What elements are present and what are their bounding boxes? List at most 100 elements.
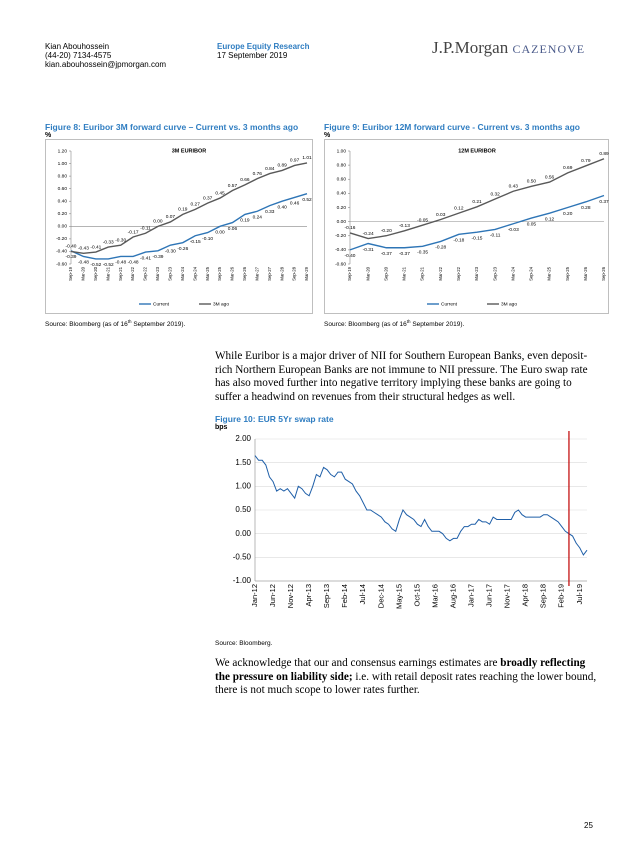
x-tick-label: Sep-28 bbox=[292, 266, 297, 280]
x-tick-label: Sep-24 bbox=[192, 266, 197, 280]
data-label: -0.41 bbox=[90, 244, 101, 250]
data-label: -0.11 bbox=[140, 226, 151, 232]
series-line bbox=[70, 193, 308, 260]
figure-10: Figure 10: EUR 5Yr swap rate bps -1.00 -0… bbox=[215, 414, 600, 647]
data-label: 0.37 bbox=[599, 199, 609, 205]
y-tick-label: 0.60 bbox=[58, 186, 68, 192]
x-tick-label: Dec-14 bbox=[376, 584, 385, 608]
y-axis-label: bps bbox=[215, 424, 228, 431]
x-tick-label: Nov-17 bbox=[503, 584, 512, 608]
data-label: 0.89 bbox=[599, 151, 609, 157]
data-label: -0.16 bbox=[345, 225, 356, 231]
x-tick-label: Mar-20 bbox=[81, 266, 86, 280]
data-label: 0.50 bbox=[527, 179, 537, 185]
data-label: -0.03 bbox=[508, 227, 519, 233]
x-tick-label: Sep-24 bbox=[529, 266, 534, 280]
data-label: -0.37 bbox=[381, 251, 392, 257]
data-label: 0.79 bbox=[581, 158, 591, 164]
data-label: 0.20 bbox=[563, 211, 573, 217]
x-tick-label: Sep-26 bbox=[601, 266, 606, 280]
x-tick-label: Nov-12 bbox=[286, 584, 295, 608]
data-label: 0.28 bbox=[581, 205, 591, 211]
x-tick-label: Mar-25 bbox=[205, 266, 210, 280]
data-label: -0.28 bbox=[435, 245, 446, 251]
data-label: 0.37 bbox=[203, 195, 213, 201]
x-tick-label: Sep-13 bbox=[322, 584, 331, 608]
x-tick-label: Mar-22 bbox=[130, 266, 135, 280]
x-tick-label: Apr-13 bbox=[304, 584, 313, 607]
x-tick-label: Mar-28 bbox=[279, 266, 284, 280]
x-tick-label: Sep-21 bbox=[420, 266, 425, 280]
data-label: -0.26 bbox=[177, 246, 188, 252]
data-label: 0.19 bbox=[240, 218, 250, 224]
x-tick-label: Sep-19 bbox=[347, 266, 352, 280]
source-text: Source: Bloomberg (as of 16 bbox=[45, 321, 128, 329]
source: Source: Bloomberg. bbox=[215, 640, 600, 647]
y-tick-label: 0.00 bbox=[337, 219, 347, 225]
y-tick-label: 1.50 bbox=[235, 458, 251, 467]
data-label: -0.30 bbox=[165, 248, 176, 254]
data-label: 0.05 bbox=[527, 221, 537, 227]
data-label: -0.18 bbox=[453, 238, 464, 244]
data-label: -0.52 bbox=[103, 262, 114, 268]
data-label: 0.84 bbox=[265, 166, 275, 172]
data-label: 0.89 bbox=[277, 163, 287, 169]
legend-label: 3M ago bbox=[213, 301, 229, 307]
x-tick-label: Sep-25 bbox=[217, 266, 222, 280]
y-tick-label: -0.40 bbox=[335, 247, 346, 253]
y-tick-label: -1.00 bbox=[233, 576, 252, 585]
x-tick-label: Mar-20 bbox=[365, 266, 370, 280]
author-block: Kian Abouhossein (44-20) 7134-4575 kian.… bbox=[45, 42, 166, 69]
author: Kian Abouhossein bbox=[45, 42, 110, 51]
data-label: 0.33 bbox=[265, 209, 275, 215]
x-tick-label: Sep-25 bbox=[565, 266, 570, 280]
data-label: -0.17 bbox=[128, 229, 139, 235]
x-tick-label: Mar-29 bbox=[304, 266, 309, 280]
figure-9: Figure 9: Euribor 12M forward curve - Cu… bbox=[324, 122, 609, 328]
y-tick-label: 1.00 bbox=[58, 161, 68, 167]
x-tick-label: Aug-16 bbox=[448, 584, 457, 608]
y-tick-label: 0.00 bbox=[58, 224, 68, 230]
data-label: -0.33 bbox=[103, 239, 114, 245]
legend-label: 3M ago bbox=[501, 301, 517, 307]
x-tick-label: Sep-21 bbox=[118, 266, 123, 280]
data-label: -0.10 bbox=[202, 236, 213, 242]
data-label: -0.15 bbox=[190, 239, 201, 245]
y-tick-label: -0.60 bbox=[335, 261, 346, 267]
figure-title: Figure 10: EUR 5Yr swap rate bbox=[215, 414, 334, 424]
x-tick-label: Feb-19 bbox=[557, 584, 566, 608]
department: Europe Equity Research bbox=[217, 42, 310, 51]
data-label: 0.27 bbox=[191, 202, 201, 208]
paragraph: We acknowledge that our and consensus ea… bbox=[215, 657, 600, 698]
x-tick-label: Sep-22 bbox=[456, 266, 461, 280]
data-label: -0.05 bbox=[417, 217, 428, 223]
data-label: -0.35 bbox=[417, 250, 428, 256]
x-tick-label: Jun-17 bbox=[485, 584, 494, 607]
data-label: -0.41 bbox=[140, 255, 151, 261]
x-tick-label: Sep-20 bbox=[93, 266, 98, 280]
data-label: 0.03 bbox=[436, 212, 446, 218]
data-label: 0.00 bbox=[215, 230, 225, 236]
y-tick-label: 1.00 bbox=[235, 481, 251, 490]
data-label: 0.56 bbox=[545, 174, 555, 180]
data-label: 0.76 bbox=[253, 171, 263, 177]
data-label: -0.13 bbox=[399, 223, 410, 229]
data-label: -0.30 bbox=[115, 237, 126, 243]
data-label: 0.19 bbox=[178, 207, 188, 213]
data-label: 1.01 bbox=[302, 155, 312, 161]
source-text: September 2019). bbox=[131, 321, 186, 329]
x-tick-label: Sep-27 bbox=[267, 266, 272, 280]
x-tick-label: Mar-23 bbox=[474, 266, 479, 280]
y-tick-label: 0.80 bbox=[337, 162, 347, 168]
x-tick-label: Sep-26 bbox=[242, 266, 247, 280]
series-line bbox=[349, 194, 605, 251]
data-label: 0.45 bbox=[215, 190, 225, 196]
y-tick-label: 1.00 bbox=[337, 148, 347, 154]
y-tick-label: -0.20 bbox=[335, 233, 346, 239]
x-tick-label: Mar-25 bbox=[547, 266, 552, 280]
paragraph-text: i.e. with retail deposit rates reaching … bbox=[215, 670, 597, 697]
page-number: 25 bbox=[584, 821, 593, 830]
x-tick-label: Mar-16 bbox=[430, 584, 439, 608]
series-line bbox=[70, 162, 308, 255]
data-label: -0.43 bbox=[78, 246, 89, 252]
